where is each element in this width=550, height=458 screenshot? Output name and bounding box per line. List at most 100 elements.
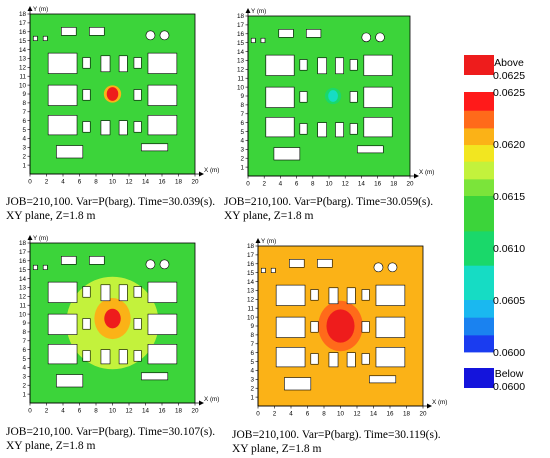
- tank-c-1: [159, 259, 170, 270]
- obstacle-a-17: [118, 120, 128, 136]
- y-tick-label-c-6: 7: [22, 338, 26, 345]
- y-tick-label-b-5: 6: [240, 120, 244, 127]
- y-tick-label-b-15: 16: [237, 31, 245, 38]
- obstacle-a-14: [47, 115, 78, 136]
- obstacle-b-7: [335, 57, 344, 75]
- y-tick-label-c-14: 15: [19, 267, 27, 274]
- y-tick-label-c-16: 17: [19, 249, 27, 256]
- x-tick-label-c-6: 12: [125, 408, 133, 415]
- obstacle-d-2: [289, 259, 305, 268]
- x-tick-label-c-8: 16: [158, 408, 166, 415]
- tank-d-1: [387, 262, 398, 273]
- obstacle-a-3: [89, 27, 105, 36]
- obstacle-c-17: [118, 349, 128, 365]
- x-tick-label-c-4: 8: [94, 408, 98, 415]
- contour-peak-a: [106, 87, 119, 101]
- obstacle-d-19: [375, 347, 406, 368]
- obstacle-c-11: [82, 318, 91, 330]
- x-tick-label-d-0: 0: [256, 411, 260, 418]
- legend-above-swatch: [464, 55, 494, 75]
- obstacle-d-21: [369, 375, 397, 384]
- obstacle-b-19: [363, 117, 393, 138]
- caption-b-line2: XY plane, Z=1.8 m: [224, 210, 314, 222]
- x-tick-label-d-4: 8: [322, 411, 326, 418]
- obstacle-b-1: [260, 37, 266, 43]
- x-tick-label-a-0: 0: [28, 179, 32, 186]
- tank-a-0: [145, 30, 156, 41]
- legend-band-7: [464, 231, 494, 267]
- y-axis-arrow-b: [245, 8, 251, 13]
- obstacle-d-7: [346, 287, 356, 305]
- y-tick-label-c-7: 8: [22, 329, 26, 336]
- legend-tick-label-0: 0.0625: [493, 87, 525, 99]
- y-tick-label-d-16: 17: [247, 252, 255, 259]
- y-tick-label-c-1: 2: [22, 382, 26, 389]
- x-axis-label-d: X (m): [432, 399, 447, 406]
- legend-below-value: 0.0600: [493, 381, 525, 393]
- y-tick-label-d-2: 3: [250, 377, 254, 384]
- obstacle-a-16: [100, 120, 111, 136]
- obstacle-d-3: [317, 259, 333, 268]
- contour-peak-c: [104, 308, 121, 329]
- obstacle-c-18: [133, 350, 142, 362]
- y-tick-label-c-13: 14: [19, 276, 27, 283]
- caption-d-line2: XY plane, Z=1.8 m: [232, 443, 322, 455]
- obstacle-b-18: [349, 123, 358, 135]
- legend-band-8: [464, 265, 494, 301]
- y-tick-label-b-17: 18: [237, 13, 245, 20]
- legend-band-11: [464, 335, 494, 353]
- obstacle-d-11: [310, 321, 319, 333]
- y-tick-label-a-2: 3: [22, 145, 26, 152]
- y-tick-label-d-9: 10: [247, 314, 255, 321]
- x-tick-label-d-2: 4: [289, 411, 293, 418]
- obstacle-d-6: [328, 287, 339, 305]
- x-tick-label-a-10: 20: [191, 179, 199, 186]
- caption-c-line1: JOB=210,100. Var=P(barg). Time=30.107(s)…: [6, 426, 216, 438]
- obstacle-a-2: [61, 27, 77, 36]
- caption-a: JOB=210,100. Var=P(barg). Time=30.039(s)…: [6, 195, 215, 223]
- obstacle-c-0: [32, 264, 38, 270]
- caption-b-line1: JOB=210,100. Var=P(barg). Time=30.059(s)…: [224, 196, 434, 208]
- y-tick-label-d-1: 2: [250, 385, 254, 392]
- obstacle-c-2: [61, 256, 77, 265]
- obstacle-b-16: [317, 122, 327, 138]
- y-tick-label-b-3: 4: [240, 138, 244, 145]
- y-tick-label-b-4: 5: [240, 129, 244, 136]
- y-tick-label-c-3: 4: [22, 365, 26, 372]
- legend-tick-label-4: 0.0605: [493, 295, 525, 307]
- obstacle-b-14: [265, 117, 295, 138]
- y-tick-label-a-3: 4: [22, 136, 26, 143]
- x-tick-label-c-5: 10: [109, 408, 117, 415]
- obstacle-c-12: [133, 318, 142, 330]
- obstacle-c-8: [133, 286, 142, 298]
- x-axis-arrow-a: [199, 171, 204, 177]
- obstacle-d-5: [310, 289, 319, 301]
- x-tick-label-a-1: 2: [45, 179, 49, 186]
- y-tick-label-d-6: 7: [250, 341, 254, 348]
- obstacle-b-8: [349, 59, 358, 71]
- obstacle-b-12: [349, 91, 358, 103]
- y-axis-label-a: Y (m): [33, 6, 48, 13]
- legend-band-5: [464, 179, 494, 197]
- obstacle-b-3: [306, 29, 322, 38]
- legend-band-9: [464, 300, 494, 319]
- x-tick-label-b-8: 16: [374, 181, 382, 188]
- x-tick-label-d-9: 18: [403, 411, 411, 418]
- y-tick-label-a-12: 13: [19, 56, 27, 63]
- y-tick-label-b-2: 3: [240, 147, 244, 154]
- obstacle-b-6: [317, 57, 327, 75]
- legend-below-label: Below: [495, 368, 524, 380]
- obstacle-b-20: [273, 147, 301, 161]
- y-axis-label-c: Y (m): [33, 235, 48, 242]
- x-tick-label-d-6: 12: [353, 411, 361, 418]
- y-tick-label-b-6: 7: [240, 111, 244, 118]
- obstacle-c-19: [147, 344, 178, 365]
- y-tick-label-b-1: 2: [240, 155, 244, 162]
- y-tick-label-d-0: 1: [250, 394, 254, 401]
- y-tick-label-a-0: 1: [22, 162, 26, 169]
- y-tick-label-b-10: 11: [237, 75, 244, 82]
- contour-peak-d: [326, 309, 355, 343]
